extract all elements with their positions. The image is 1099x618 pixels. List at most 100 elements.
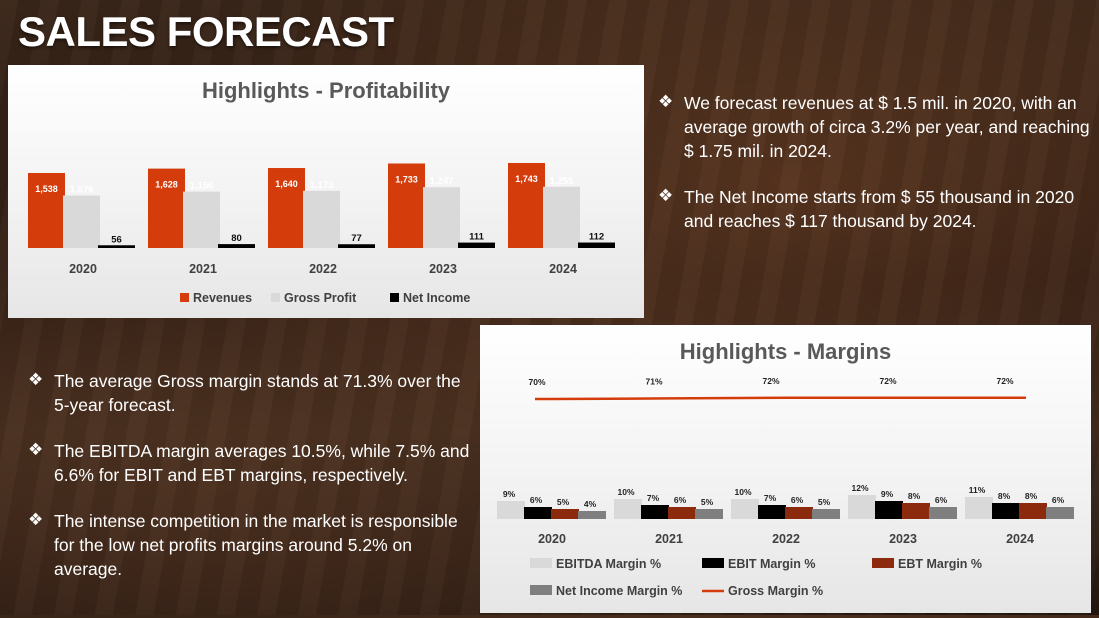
bar-value-label: 77 <box>351 233 362 244</box>
line-value-label: 72% <box>762 376 779 386</box>
profitability-bullets: ❖ We forecast revenues at $ 1.5 mil. in … <box>658 91 1093 255</box>
margins-chart-panel: Highlights - Margins 9% 6% 5% 4% 2020 10% 7% 6%… <box>480 325 1091 613</box>
bar-ebt-margin- <box>668 507 696 519</box>
legend-swatch <box>530 558 552 568</box>
bar-value-label: 7% <box>764 493 777 503</box>
bar-value-label: 6% <box>791 495 804 505</box>
legend-swatch <box>530 585 552 595</box>
line-gross-margin <box>535 396 1026 401</box>
bar-value-label: 10% <box>617 487 634 497</box>
bar-value-label: 9% <box>503 489 516 499</box>
diamond-bullet-icon: ❖ <box>658 186 674 205</box>
bar-value-label: 1,076 <box>70 185 94 196</box>
bullet-text: The average Gross margin stands at 71.3%… <box>54 371 461 415</box>
diamond-bullet-icon: ❖ <box>28 510 44 529</box>
diamond-bullet-icon: ❖ <box>28 440 44 459</box>
bar-net-income <box>98 245 135 248</box>
bar-value-label: 5% <box>818 497 831 507</box>
bar-value-label: 6% <box>1052 495 1065 505</box>
bullet-item: ❖ The EBITDA margin averages 10.5%, whil… <box>28 439 473 487</box>
bar-ebitda-margin- <box>497 501 525 519</box>
bar-ebt-margin- <box>902 503 930 519</box>
bar-ebit-margin- <box>875 501 903 519</box>
x-tick-label: 2020 <box>69 262 97 276</box>
x-tick-label: 2021 <box>189 262 217 276</box>
bar-value-label: 6% <box>674 495 687 505</box>
profitability-chart-title: Highlights - Profitability <box>201 78 451 103</box>
bar-ebt-margin- <box>551 509 579 519</box>
legend-swatch <box>180 293 189 302</box>
bullet-text: We forecast revenues at $ 1.5 mil. in 20… <box>684 93 1090 161</box>
bar-ebitda-margin- <box>731 499 759 519</box>
legend-label: EBITDA Margin % <box>556 557 661 571</box>
legend-label: EBT Margin % <box>898 557 982 571</box>
x-tick-label: 2023 <box>889 532 917 546</box>
bar-ebt-margin- <box>785 507 813 519</box>
bar-value-label: 56 <box>111 234 122 245</box>
line-value-label: 72% <box>996 376 1013 386</box>
margins-bullets: ❖ The average Gross margin stands at 71.… <box>28 369 473 603</box>
x-tick-label: 2022 <box>772 532 800 546</box>
legend-label: EBIT Margin % <box>728 557 816 571</box>
legend-swatch <box>390 293 399 302</box>
legend-swatch <box>702 558 724 568</box>
line-value-label: 71% <box>645 376 662 386</box>
bar-net-income-margin- <box>695 509 723 519</box>
bar-value-label: 5% <box>701 497 714 507</box>
bar-ebt-margin- <box>1019 503 1047 519</box>
legend-label: Gross Margin % <box>728 584 823 598</box>
bar-value-label: 80 <box>231 233 242 244</box>
diamond-bullet-icon: ❖ <box>28 370 44 389</box>
bar-value-label: 111 <box>469 232 485 243</box>
legend-label: Net Income Margin % <box>556 584 682 598</box>
bar-net-income <box>218 244 255 248</box>
bar-value-label: 10% <box>734 487 751 497</box>
profitability-chart: 1,538 1,076 56 2020 1,628 1,156 80 2021 1,640 1,1… <box>28 163 615 305</box>
bar-value-label: 6% <box>935 495 948 505</box>
bullet-item: ❖ The Net Income starts from $ 55 thousa… <box>658 185 1093 233</box>
bullet-item: ❖ The intense competition in the market … <box>28 509 473 581</box>
bar-ebit-margin- <box>641 505 669 519</box>
bar-value-label: 8% <box>1025 491 1038 501</box>
margins-chart: 9% 6% 5% 4% 2020 10% 7% 6% 5% 2021 10% 7% 6% 5% 2022 12… <box>497 376 1074 598</box>
bar-value-label: 4% <box>584 499 597 509</box>
bar-value-label: 1,173 <box>310 180 334 191</box>
bar-net-income-margin- <box>578 511 606 519</box>
x-tick-label: 2024 <box>549 262 577 276</box>
bar-revenues <box>148 168 185 248</box>
line-value-label: 72% <box>879 376 896 386</box>
bar-gross-profit <box>543 186 580 248</box>
x-tick-label: 2022 <box>309 262 337 276</box>
bar-net-income <box>578 242 615 248</box>
bar-gross-profit <box>183 191 220 248</box>
bar-revenues <box>508 163 545 248</box>
bar-value-label: 1,640 <box>275 179 298 189</box>
bar-value-label: 1,247 <box>430 176 454 187</box>
x-tick-label: 2021 <box>655 532 683 546</box>
bar-net-income-margin- <box>1046 507 1074 519</box>
line-value-label: 70% <box>528 377 545 387</box>
bar-ebit-margin- <box>992 503 1020 519</box>
x-tick-label: 2024 <box>1006 532 1034 546</box>
bar-net-income <box>458 242 495 248</box>
legend-swatch <box>271 293 280 302</box>
bar-revenues <box>28 173 65 248</box>
bar-value-label: 1,538 <box>35 184 58 194</box>
bar-revenues <box>388 163 425 248</box>
bar-ebit-margin- <box>758 505 786 519</box>
bullet-text: The Net Income starts from $ 55 thousand… <box>684 187 1075 231</box>
bar-gross-profit <box>303 190 340 248</box>
bar-value-label: 12% <box>851 483 868 493</box>
legend-label: Gross Profit <box>284 291 357 305</box>
bullet-text: The intense competition in the market is… <box>54 511 458 579</box>
bullet-text: The EBITDA margin averages 10.5%, while … <box>54 441 470 485</box>
x-tick-label: 2020 <box>538 532 566 546</box>
bar-value-label: 1,628 <box>155 180 178 190</box>
bar-value-label: 8% <box>998 491 1011 501</box>
bar-value-label: 112 <box>589 232 604 243</box>
bar-value-label: 8% <box>908 491 921 501</box>
bar-value-label: 1,255 <box>550 176 574 187</box>
profitability-chart-panel: Highlights - Profitability 1,538 1,076 56 2… <box>8 65 644 318</box>
bar-net-income-margin- <box>929 507 957 519</box>
bar-value-label: 6% <box>530 495 543 505</box>
